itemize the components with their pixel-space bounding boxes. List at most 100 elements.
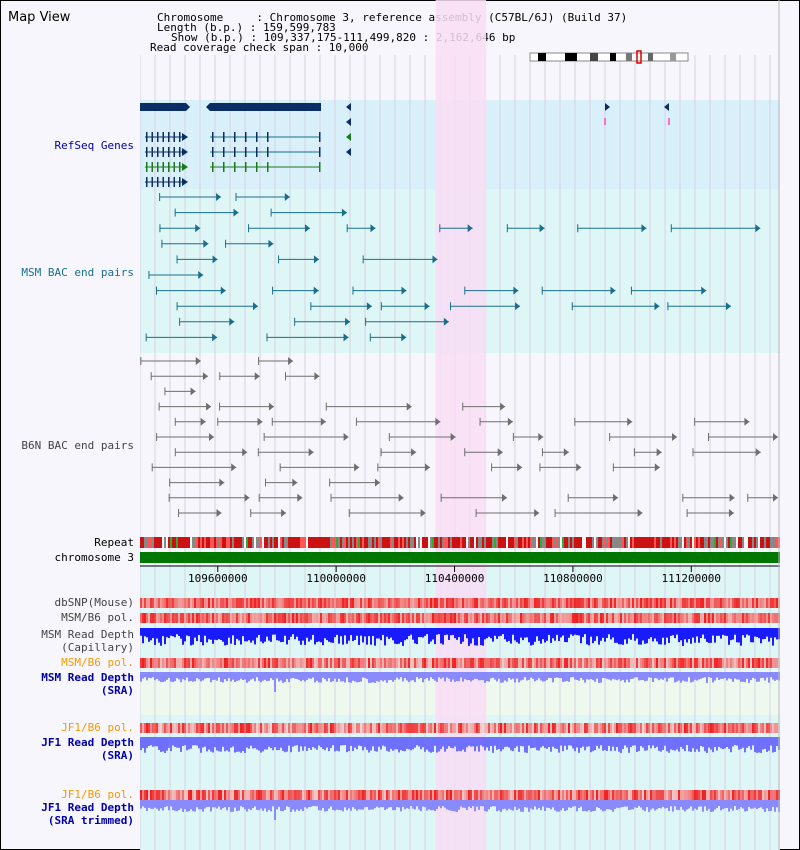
msm-depth-sra (454, 672, 456, 682)
dbsnp-track-label[interactable]: dbSNP(Mouse) (54, 596, 134, 609)
jf1-depth-trimmed (642, 800, 644, 810)
dbsnp-strip (666, 598, 668, 608)
msm-b6-pol-strip (408, 613, 410, 623)
jf1-b6-pol-strip-2 (748, 790, 750, 800)
jf1-depth-sra (202, 737, 204, 748)
jf1-depth-sra (166, 737, 168, 751)
dbsnp-strip (488, 598, 490, 608)
msm-b6-pol-label-2[interactable]: MSM/B6 pol. (61, 656, 134, 669)
msm-depth-sra (310, 672, 312, 679)
jf1-b6-pol-strip (380, 723, 382, 733)
jf1-depth-sra (414, 737, 416, 748)
msm-depth-sra-spike (274, 672, 276, 692)
jf1-b6-pol-strip-2 (294, 790, 296, 800)
jf1-depth-trimmed (264, 800, 266, 809)
msm-depth-capillary (276, 628, 278, 641)
repeat-segment (586, 537, 588, 548)
msm-b6-pol-strip (592, 613, 594, 623)
jf1-depth-sra (188, 737, 190, 750)
jf1-b6-pol-strip-2 (382, 790, 384, 800)
jf1-b6-pol-strip (770, 723, 772, 733)
jf1-depth-trimmed (228, 800, 230, 808)
jf1-b6-pol-strip-2 (408, 790, 410, 800)
jf1-depth-trimmed (424, 800, 426, 808)
dbsnp-strip (496, 598, 498, 608)
jf1-depth-trimmed (748, 800, 750, 807)
jf1-depth-trimmed (326, 800, 328, 811)
jf1-b6-pol-strip-2 (620, 790, 622, 800)
jf1-depth-sra (732, 737, 734, 747)
msm-depth-sra (684, 672, 686, 682)
jf1-b6-pol-strip (282, 723, 284, 733)
msm-b6-pol-strip (668, 613, 670, 623)
b6n-bac-track-label[interactable]: B6N BAC end pairs (21, 439, 134, 452)
repeat-segment (488, 537, 490, 548)
jf1-b6-pol-label-2[interactable]: JF1/B6 pol. (61, 788, 134, 801)
jf1-b6-pol-strip (140, 723, 142, 733)
repeat-track-label[interactable]: Repeat (94, 536, 134, 549)
msm-b6-pol-strip (586, 613, 588, 623)
msm-depth-cap-label-1[interactable]: MSM Read Depth (41, 628, 134, 641)
jf1-b6-pol-strip-2 (728, 790, 730, 800)
msm-bac-pair-arrow (755, 224, 761, 233)
msm-b6-pol-strip-2 (624, 658, 626, 668)
jf1-b6-pol-label-1[interactable]: JF1/B6 pol. (61, 721, 134, 734)
jf1-b6-pol-strip (482, 723, 484, 733)
refseq-gene-arrow (346, 133, 351, 141)
msm-depth-sra (412, 672, 414, 681)
jf1-depth-trimmed (558, 800, 560, 812)
jf1-depth-trimmed (392, 800, 394, 811)
msm-b6-pol-strip (500, 613, 502, 623)
jf1-b6-pol-strip (166, 723, 168, 733)
msm-depth-sra (602, 672, 604, 678)
jf1-depth-sra-label-1[interactable]: JF1 Read Depth (41, 736, 134, 749)
dbsnp-strip (640, 598, 642, 608)
dbsnp-strip (754, 598, 756, 608)
msm-depth-capillary (396, 628, 398, 645)
jf1-depth-sra (706, 737, 708, 753)
dbsnp-strip (268, 598, 270, 608)
repeat-segment (254, 537, 256, 548)
msm-bac-pair-arrow (304, 224, 310, 233)
msm-b6-pol-strip (760, 613, 762, 623)
msm-b6-pol-strip-2 (342, 658, 344, 668)
msm-depth-sra (146, 672, 148, 681)
refseq-track-label[interactable]: RefSeq Genes (54, 139, 134, 152)
jf1-b6-pol-strip-2 (328, 790, 330, 800)
msm-b6-pol-strip-2 (360, 658, 362, 668)
msm-b6-pol-strip-2 (728, 658, 730, 668)
genome-browser-plot[interactable]: 109600000 110000000 110400000 110800000 1112… (140, 0, 780, 850)
msm-depth-capillary (404, 628, 406, 641)
msm-depth-sra (256, 672, 258, 678)
msm-b6-pol-strip-2 (392, 658, 394, 668)
msm-depth-capillary (152, 628, 154, 639)
jf1-depth-sra (504, 737, 506, 747)
track-canvas[interactable]: 109600000 110000000 110400000 110800000 1112… (140, 0, 780, 850)
msm-b6-pol-strip (602, 613, 604, 623)
msm-b6-pol-strip (732, 613, 734, 623)
jf1-depth-trimmed (444, 800, 446, 808)
msm-depth-sra-label-1[interactable]: MSM Read Depth (41, 671, 134, 684)
msm-bac-track-label[interactable]: MSM BAC end pairs (21, 266, 134, 279)
dbsnp-strip (210, 598, 212, 608)
jf1-depth-trimmed (740, 800, 742, 808)
msm-depth-capillary (678, 628, 680, 643)
jf1-depth-trimmed (166, 800, 168, 807)
repeat-segment (642, 537, 644, 548)
dbsnp-strip (762, 598, 764, 608)
msm-depth-capillary (682, 628, 684, 646)
msm-b6-pol-strip (210, 613, 212, 623)
msm-depth-sra (202, 672, 204, 681)
msm-depth-capillary (732, 628, 734, 640)
chromosome-track-label[interactable]: chromosome 3 (54, 551, 134, 564)
msm-depth-capillary (400, 628, 402, 643)
dbsnp-strip (756, 598, 758, 608)
repeat-segment (664, 537, 666, 548)
msm-depth-capillary (764, 628, 766, 639)
msm-b6-pol-label-1[interactable]: MSM/B6 pol. (61, 611, 134, 624)
msm-depth-sra (438, 672, 440, 678)
jf1-depth-sra (348, 737, 350, 752)
jf1-depth-trim-label-1[interactable]: JF1 Read Depth (41, 801, 134, 814)
jf1-b6-pol-strip-2 (184, 790, 186, 800)
repeat-segment (582, 537, 584, 548)
